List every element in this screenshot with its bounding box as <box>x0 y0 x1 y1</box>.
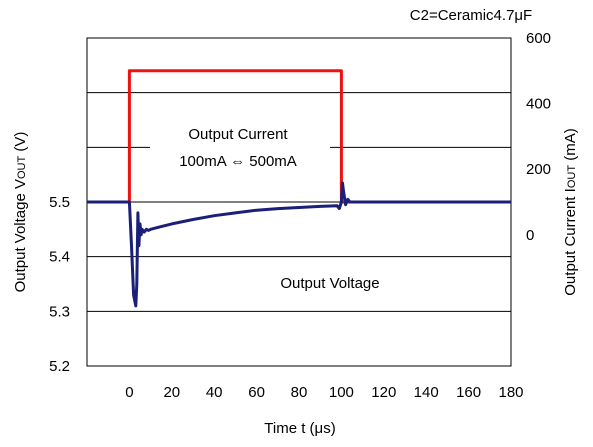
current-annotation-box <box>150 114 330 176</box>
right-ylabel-main: Output Current I <box>562 188 579 296</box>
left-ylabel-main: Output Voltage V <box>12 179 29 292</box>
x-tick-label: 40 <box>206 384 223 401</box>
series-layer <box>87 69 511 308</box>
right-ylabel-unit: (mA) <box>562 128 579 165</box>
chart-title: C2=Ceramic4.7μF <box>410 7 532 24</box>
voltage-annotation-text: Output Voltage <box>280 275 379 292</box>
x-axis-label: Time t (μs) <box>264 420 335 437</box>
right-y-axis-label: Output Current IOUT (mA) <box>562 128 579 295</box>
left-tick-label: 5.4 <box>49 249 70 266</box>
right-tick-label: 200 <box>526 161 551 178</box>
x-tick-label: 160 <box>456 384 481 401</box>
annotations: Output Current 100mA ⇔ 500mA Output Voltag… <box>150 114 405 296</box>
output-voltage-line <box>87 181 511 308</box>
x-tick-label: 180 <box>498 384 523 401</box>
x-tick-label: 0 <box>125 384 133 401</box>
left-tick-label: 5.3 <box>49 303 70 320</box>
x-axis-ticks: 0 20 40 60 80 100 120 140 160 180 <box>125 384 523 401</box>
right-ylabel-sub: OUT <box>566 165 578 189</box>
left-ylabel-sub: OUT <box>16 155 28 179</box>
left-axis-ticks: 5.2 5.3 5.4 5.5 <box>49 194 70 375</box>
current-annotation-text: Output Current <box>188 126 288 143</box>
current-annotation-text: 100mA ⇔ 500mA <box>179 153 297 170</box>
right-tick-label: 0 <box>526 227 534 244</box>
right-tick-label: 400 <box>526 96 551 113</box>
x-tick-label: 100 <box>329 384 354 401</box>
x-tick-label: 120 <box>371 384 396 401</box>
left-y-axis-label: Output Voltage VOUT (V) <box>12 132 29 293</box>
left-tick-label: 5.2 <box>49 358 70 375</box>
x-tick-label: 80 <box>291 384 308 401</box>
voltage-annotation-box <box>255 266 405 296</box>
right-tick-label: 600 <box>526 30 551 47</box>
x-tick-label: 60 <box>248 384 265 401</box>
left-ylabel-unit: (V) <box>12 132 29 156</box>
x-tick-label: 20 <box>163 384 180 401</box>
x-tick-label: 140 <box>414 384 439 401</box>
right-axis-ticks: 0 200 400 600 <box>526 30 551 244</box>
left-tick-label: 5.5 <box>49 194 70 211</box>
